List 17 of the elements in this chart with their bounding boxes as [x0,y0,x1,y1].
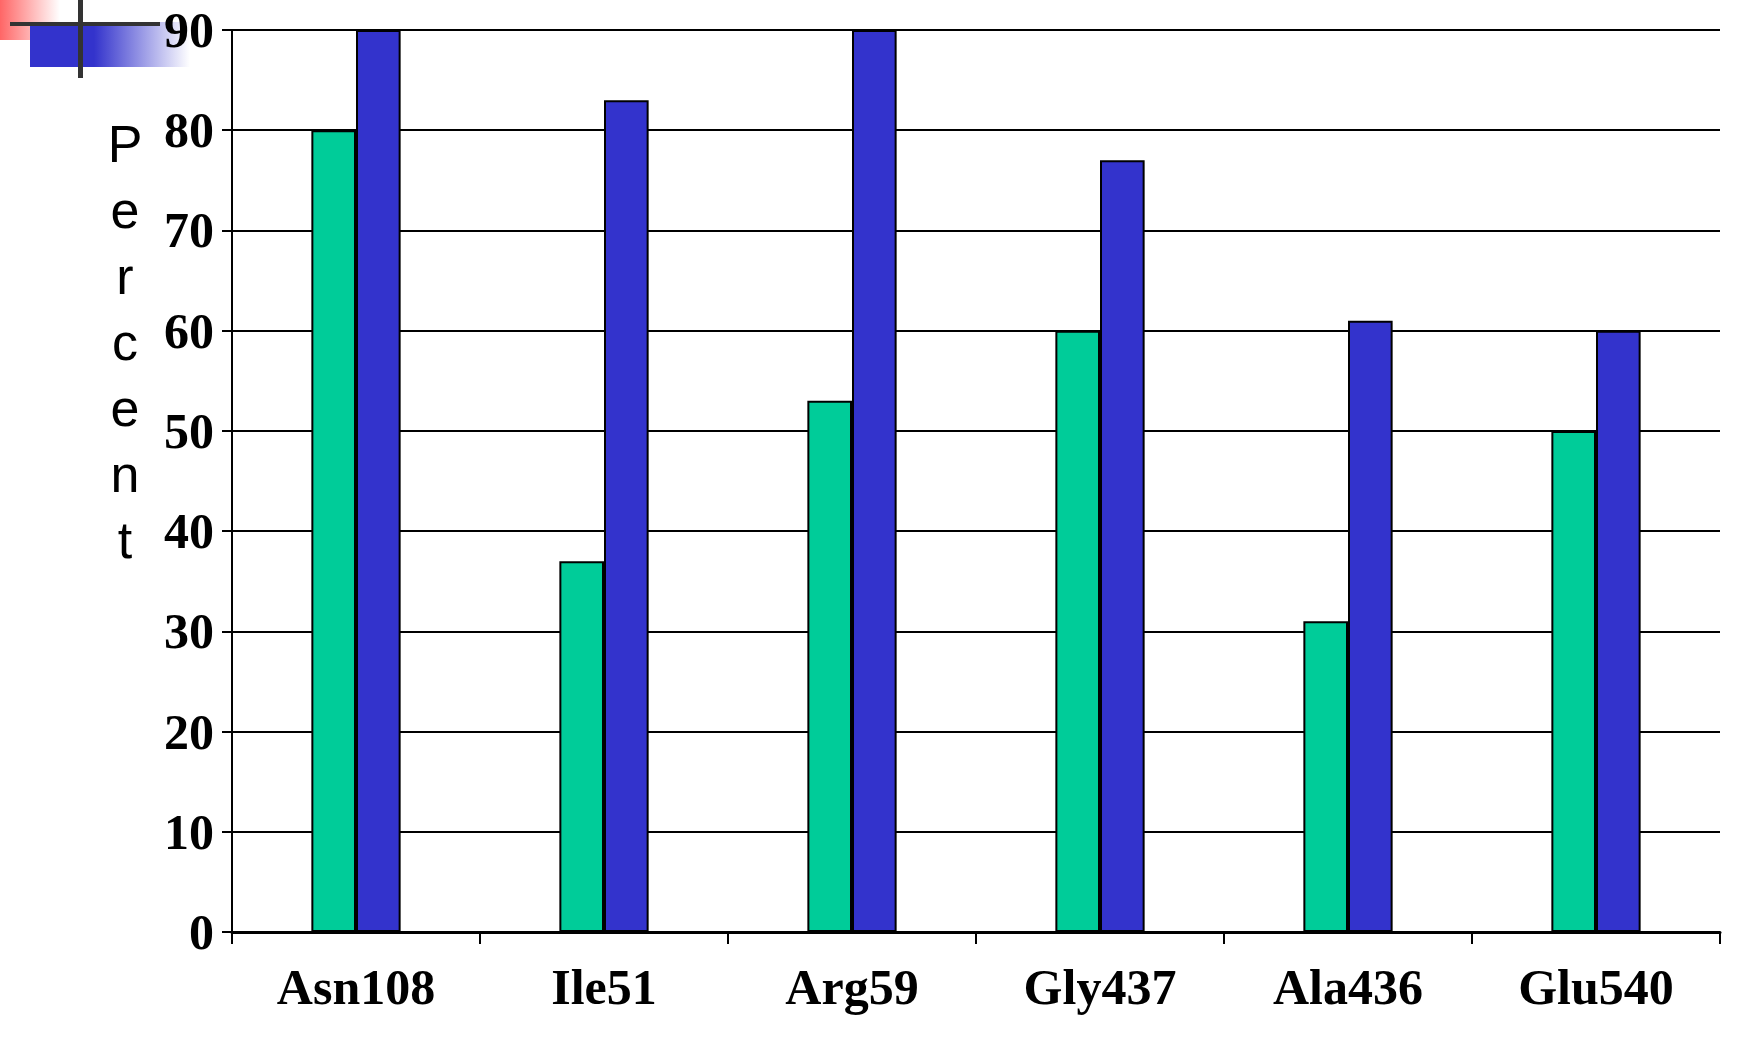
y-tick-label: 60 [164,302,214,359]
y-tick-label: 30 [164,603,214,660]
y-tick-label: 10 [164,803,214,860]
y-tick-label: 70 [164,202,214,259]
x-tick-label: Gly437 [1023,959,1177,1015]
y-axis-title: Percent [95,115,155,577]
y-tick-label: 90 [164,2,214,58]
x-tick-label: Ala436 [1273,959,1423,1015]
y-tick-label: 40 [164,503,214,560]
x-tick-label: Arg59 [785,959,919,1015]
x-tick-label: Asn108 [276,959,436,1015]
y-tick-label: 20 [164,703,214,760]
y-tick-label: 80 [164,102,214,159]
x-tick-label: Ile51 [551,959,657,1015]
x-tick-label: Glu540 [1518,959,1674,1015]
y-tick-label: 50 [164,402,214,459]
y-tick-label: 0 [189,904,214,960]
